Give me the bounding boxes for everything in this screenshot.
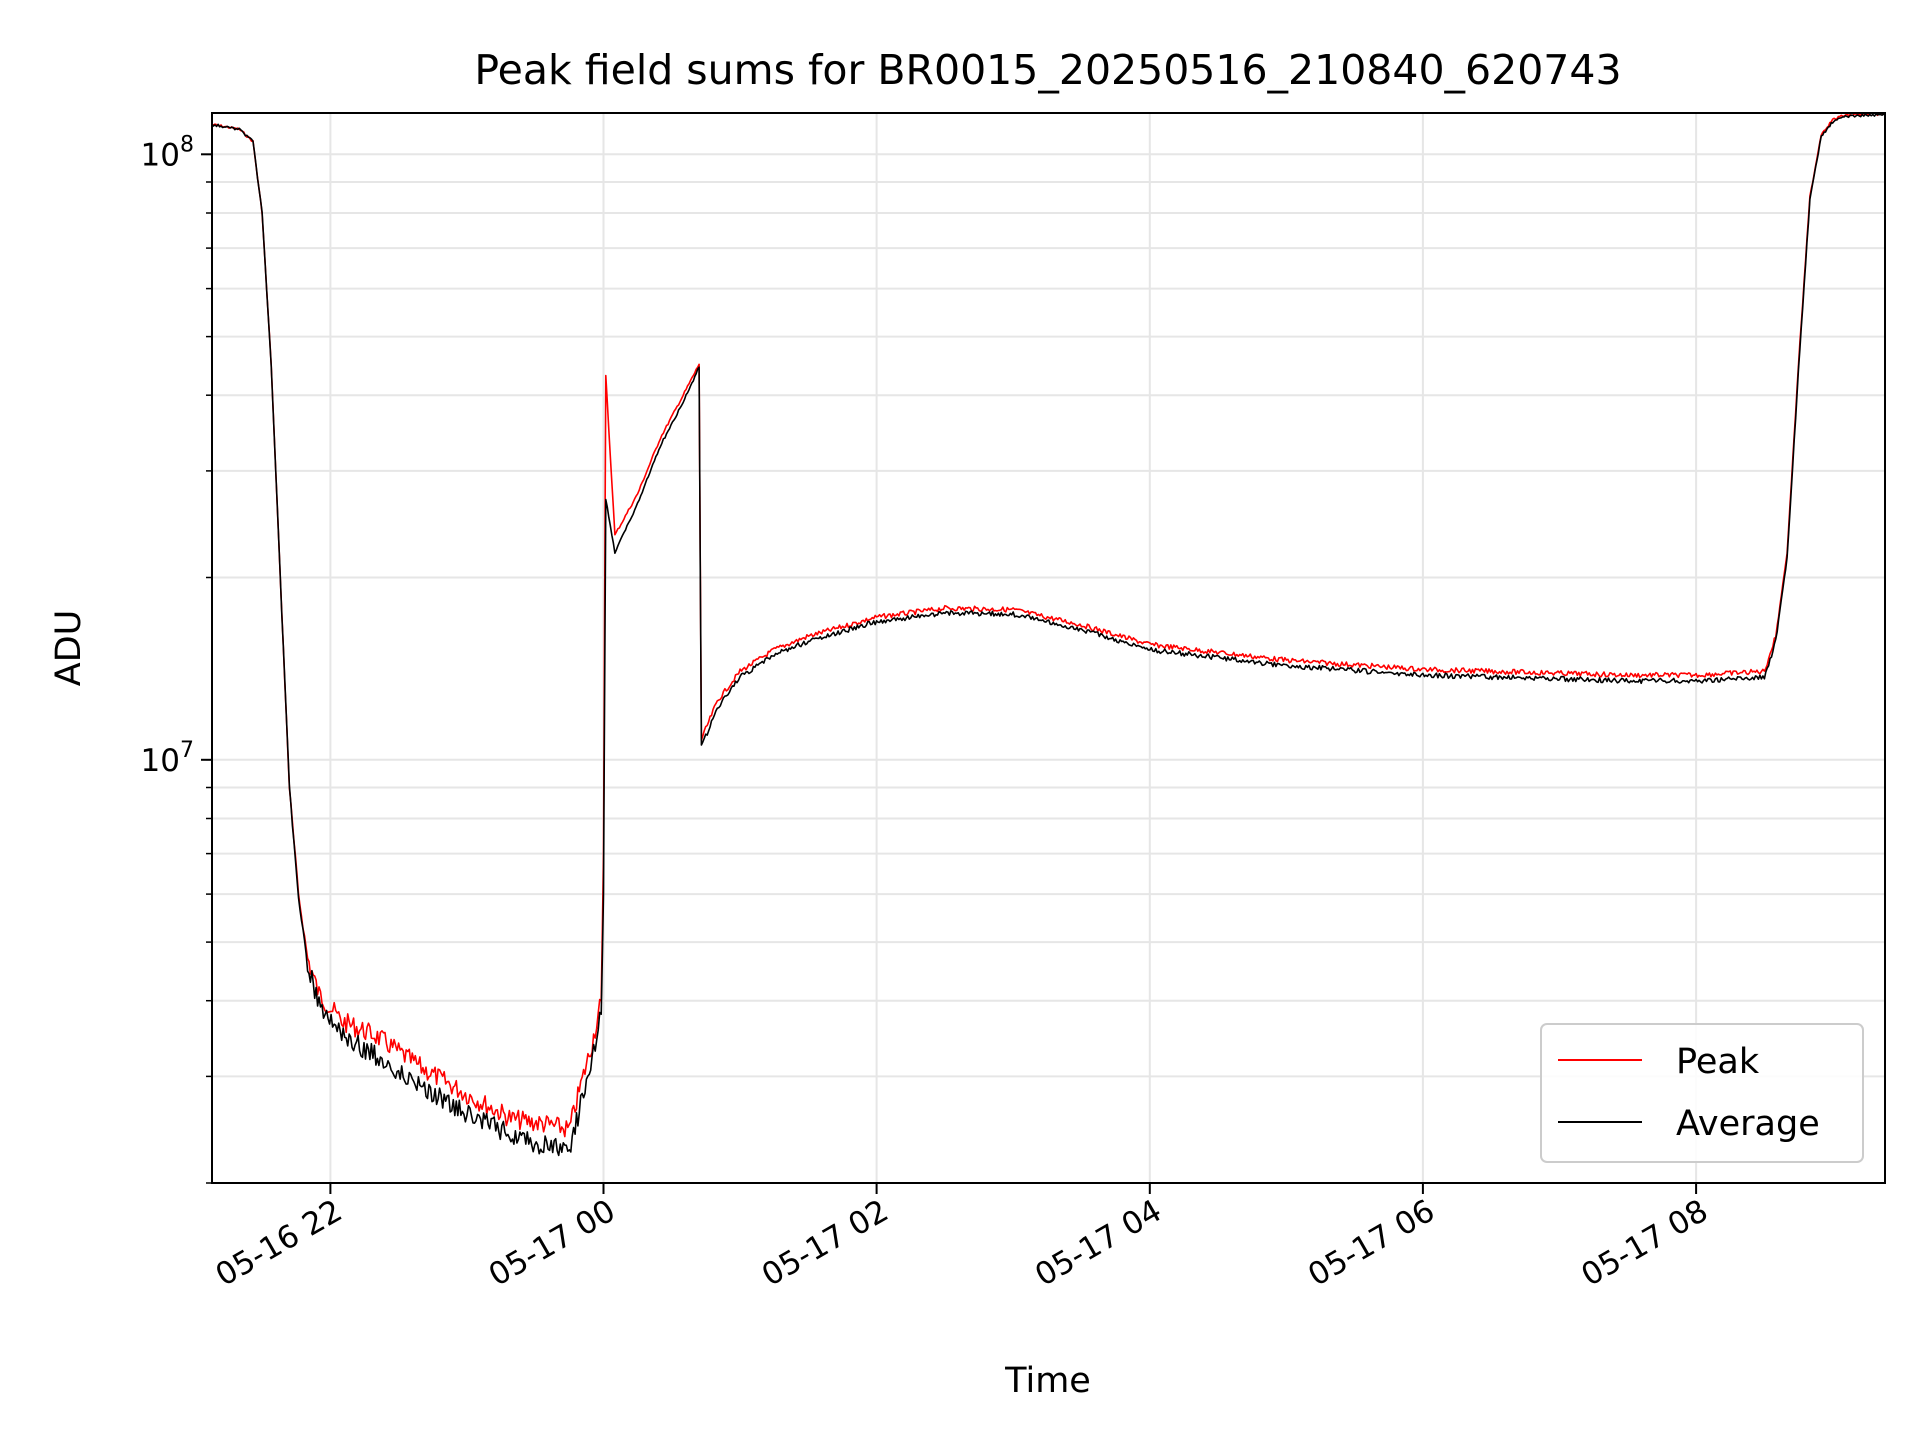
series-group [211,112,1886,1157]
grid [212,113,1885,1184]
y-axis-label: ADU [49,610,89,687]
y-tick-label: 108 [141,132,194,173]
series-line-peak [211,112,1886,1138]
legend: Peak Average [1540,1023,1864,1163]
chart-title: Peak field sums for BR0015_20250516_2108… [474,46,1621,94]
series-line-average [211,113,1886,1157]
y-tick-label: 107 [141,738,194,779]
legend-label-peak: Peak [1676,1042,1760,1082]
x-axis-label: Time [1004,1361,1091,1401]
legend-label-average: Average [1676,1104,1820,1144]
legend-box [1540,1023,1864,1163]
y-axis: 107 108 [141,132,212,1184]
plot-frame [211,112,1886,1184]
